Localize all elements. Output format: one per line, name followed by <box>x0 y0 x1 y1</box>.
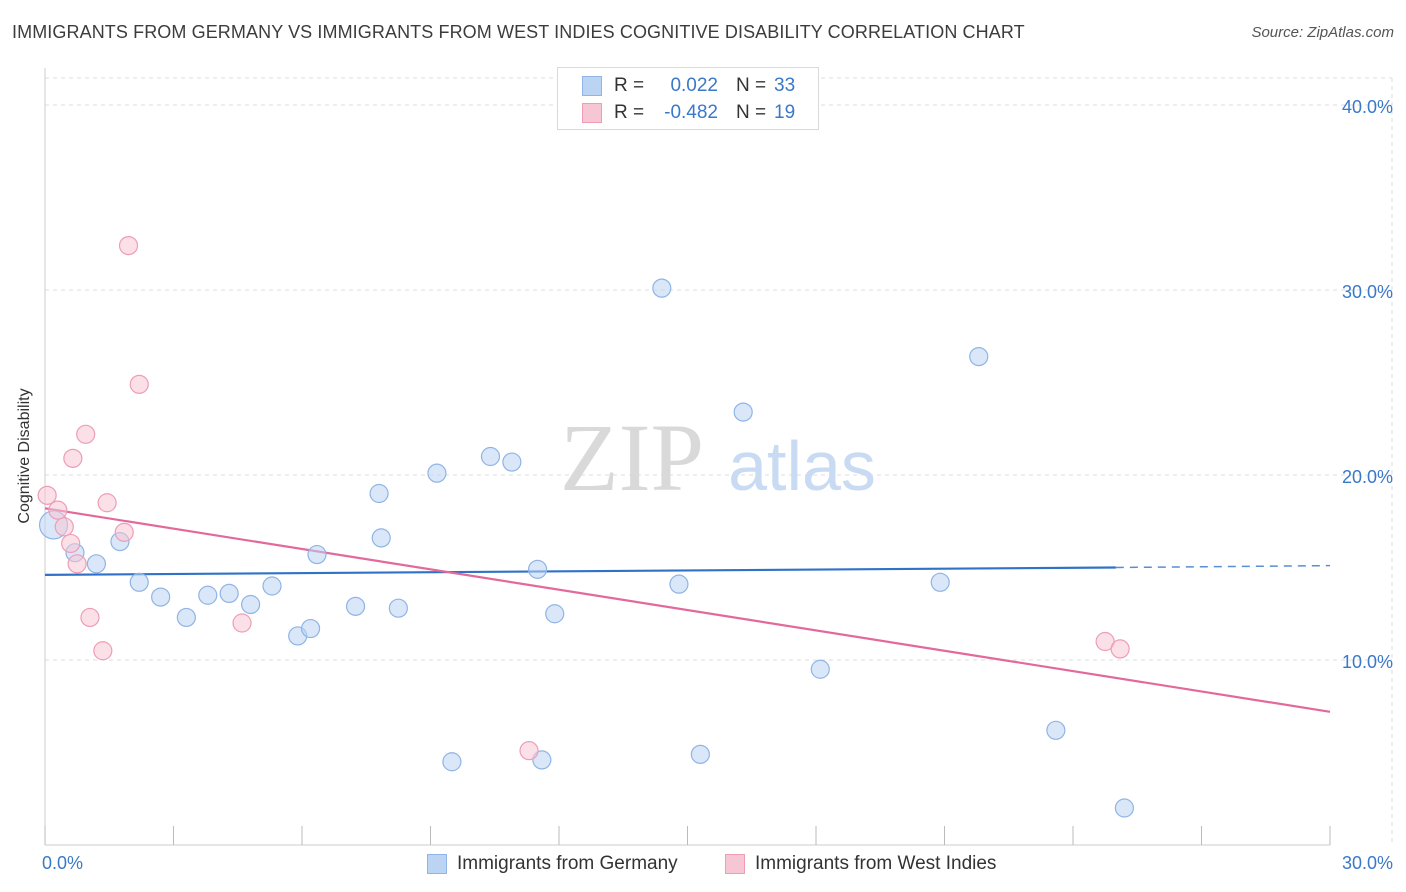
tick-labels: 10.0% 20.0% 30.0% 40.0% 0.0% 30.0% <box>42 97 1393 873</box>
data-points <box>37 236 1135 818</box>
r-label: R = <box>614 75 645 96</box>
grid-lines <box>45 77 1393 845</box>
germany-point <box>388 598 408 618</box>
west-indies-trendline <box>44 507 1331 713</box>
west-indies-swatch <box>582 103 602 123</box>
trendlines <box>44 507 1331 713</box>
correlation-legend: R = 0.022 N = 33 R = -0.482 N = 19 <box>557 67 819 130</box>
r-value: 0.022 <box>670 75 718 96</box>
west-indies-point <box>61 533 81 554</box>
west-indies-point <box>519 741 539 761</box>
west-indies-point <box>129 374 149 394</box>
watermark-atlas: atlas <box>728 427 876 505</box>
germany-legend-swatch <box>427 854 447 874</box>
x-tick-label: 30.0% <box>1342 853 1393 873</box>
germany-point <box>176 607 196 628</box>
germany-point <box>427 463 447 483</box>
axes <box>44 68 1331 846</box>
west-indies-point <box>93 641 113 661</box>
germany-point <box>151 587 171 607</box>
germany-point <box>307 544 327 565</box>
legend-row-west-indies: R = -0.482 N = 19 <box>582 101 795 125</box>
germany-point <box>690 744 710 764</box>
watermark: ZIP atlas <box>560 404 876 511</box>
west-indies-point <box>76 424 96 444</box>
chart-title: IMMIGRANTS FROM GERMANY VS IMMIGRANTS FR… <box>12 22 1025 42</box>
germany-point <box>810 659 830 679</box>
germany-point <box>502 452 522 472</box>
x-tick-label: 0.0% <box>42 853 83 873</box>
n-label: N = <box>736 102 767 123</box>
west-indies-legend-label: Immigrants from West Indies <box>755 853 997 874</box>
germany-point <box>198 585 218 605</box>
germany-point <box>345 596 366 616</box>
n-value: 33 <box>774 75 796 96</box>
germany-point <box>442 752 462 772</box>
y-tick-label: 30.0% <box>1342 282 1393 302</box>
west-indies-point <box>67 554 87 574</box>
germany-point <box>545 604 565 624</box>
n-value: 19 <box>774 102 796 123</box>
germany-point <box>527 559 548 579</box>
y-tick-label: 20.0% <box>1342 467 1393 487</box>
germany-point <box>86 554 107 574</box>
germany-point <box>1046 720 1066 740</box>
west-indies-legend-swatch <box>725 854 745 874</box>
y-axis-label: Cognitive Disability <box>16 388 33 524</box>
germany-trendline-extension <box>1115 564 1331 569</box>
west-indies-point <box>63 448 83 468</box>
germany-legend-label: Immigrants from Germany <box>457 853 678 874</box>
west-indies-point <box>1110 639 1130 659</box>
west-indies-point <box>37 485 57 505</box>
germany-point <box>241 594 261 615</box>
germany-point <box>371 528 391 548</box>
germany-point <box>669 574 689 594</box>
west-indies-point <box>118 236 139 256</box>
watermark-zip: ZIP <box>560 404 704 511</box>
germany-point <box>532 750 552 770</box>
y-tick-label: 40.0% <box>1342 97 1393 117</box>
y-tick-label: 10.0% <box>1342 652 1393 672</box>
germany-point <box>652 278 672 298</box>
west-indies-point <box>54 517 74 537</box>
germany-point <box>930 572 950 592</box>
germany-swatch <box>582 76 602 96</box>
germany-point <box>733 402 753 422</box>
germany-point <box>129 572 149 592</box>
series-legend-germany: Immigrants from Germany <box>427 852 678 876</box>
germany-point <box>969 347 989 367</box>
legend-row-germany: R = 0.022 N = 33 <box>582 74 795 98</box>
n-label: N = <box>736 75 767 96</box>
west-indies-point <box>114 522 134 542</box>
source-credit: Source: ZipAtlas.com <box>1251 24 1394 41</box>
germany-point <box>369 483 389 504</box>
germany-trendline <box>44 566 1116 576</box>
west-indies-point <box>232 613 252 633</box>
west-indies-point <box>97 493 117 513</box>
germany-point <box>262 576 282 596</box>
r-value: -0.482 <box>664 102 718 123</box>
germany-point <box>480 446 501 467</box>
germany-point <box>219 583 239 604</box>
germany-point <box>300 618 321 639</box>
r-label: R = <box>614 102 645 123</box>
west-indies-point <box>80 607 100 628</box>
series-legend-west-indies: Immigrants from West Indies <box>725 852 996 876</box>
germany-point <box>1114 798 1135 818</box>
west-indies-point <box>48 500 68 520</box>
